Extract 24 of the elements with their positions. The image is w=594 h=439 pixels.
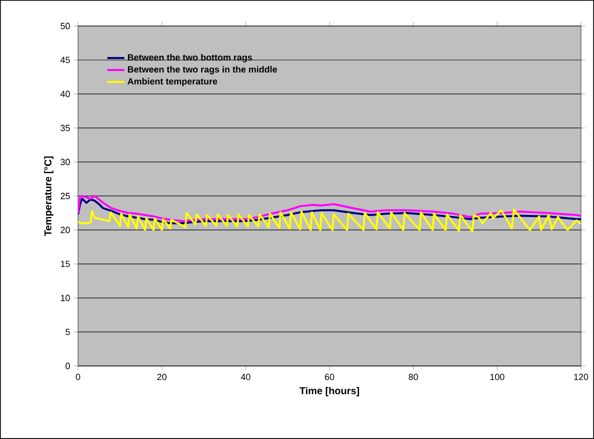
y-tick-label: 35	[60, 124, 70, 132]
x-tick-label: 20	[157, 374, 166, 380]
y-tick-label: 20	[60, 226, 70, 234]
legend-label: Between the two bottom rags	[128, 54, 252, 62]
y-tick-label: 5	[66, 328, 70, 336]
y-tick-label: 30	[60, 158, 70, 166]
x-tick-label: 60	[324, 374, 334, 380]
y-tick-label: 45	[60, 56, 70, 64]
x-tick-label: 40	[240, 374, 250, 380]
x-tick-label: 0	[76, 374, 80, 380]
y-tick-label: 15	[60, 260, 70, 268]
y-tick-label: 10	[60, 294, 70, 302]
y-tick-label: 50	[60, 22, 70, 30]
y-tick-label: 0	[66, 362, 70, 370]
y-axis-title: Temperature [°C]	[44, 156, 54, 236]
x-axis-title: Time [hours]	[300, 386, 360, 396]
y-tick-label: 40	[60, 90, 70, 98]
x-tick-label: 120	[574, 374, 588, 380]
x-tick-label: 80	[408, 374, 418, 380]
y-tick-label: 25	[60, 192, 70, 200]
line-series	[78, 208, 582, 232]
x-tick-label: 100	[490, 374, 504, 380]
legend-label: Between the two rags in the middle	[128, 66, 278, 74]
legend-label: Ambient temperature	[128, 78, 218, 86]
